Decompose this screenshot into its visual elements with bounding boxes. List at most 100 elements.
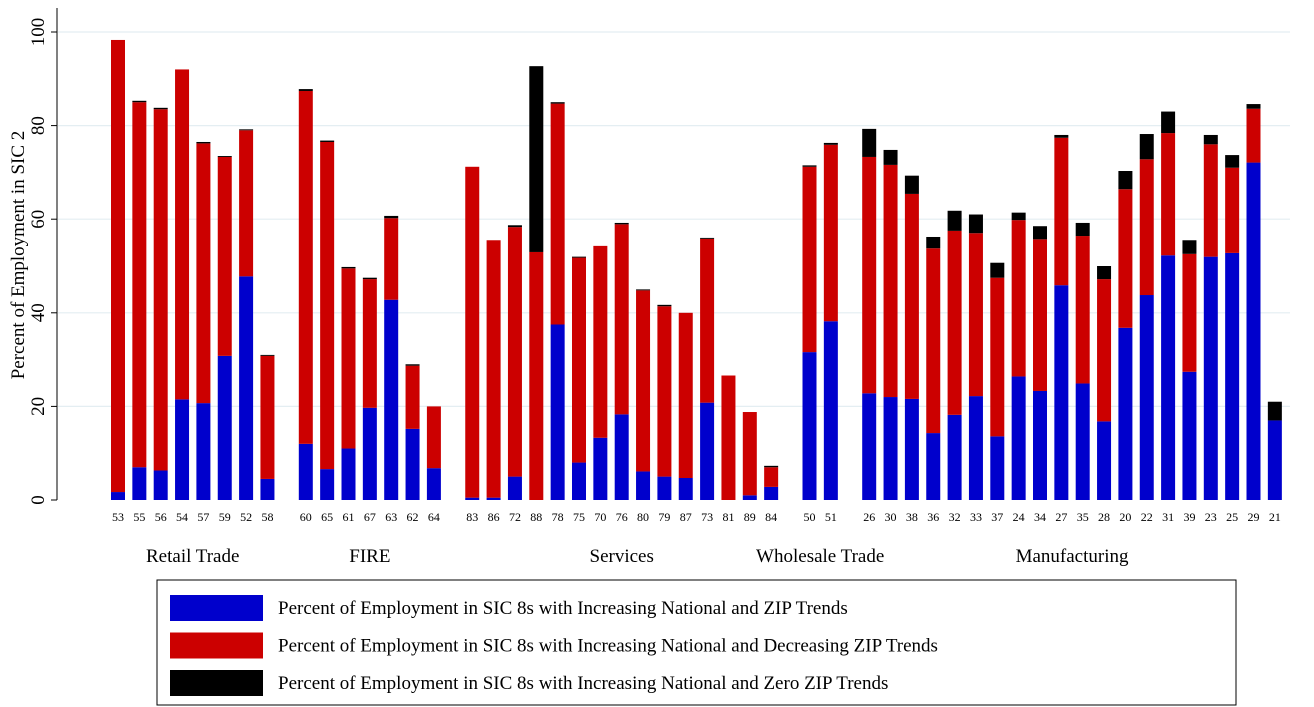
bar-segment: [823, 144, 838, 322]
bar-segment: [1033, 239, 1047, 391]
x-tick-label: 29: [1248, 510, 1260, 524]
bar-segment: [196, 143, 211, 404]
bar-segment: [1054, 137, 1069, 286]
x-tick-label: 28: [1098, 510, 1110, 524]
bar-segment: [405, 428, 420, 500]
bar-segment: [426, 468, 441, 500]
bar-segment: [1139, 134, 1154, 160]
bar-segment: [1246, 108, 1261, 163]
bar-segment: [1246, 162, 1261, 500]
bar-segment: [132, 102, 147, 468]
y-tick-label: 20: [28, 397, 49, 416]
x-tick-label: 55: [133, 510, 145, 524]
bar-segment: [320, 140, 335, 142]
x-tick-label: 22: [1141, 510, 1153, 524]
bar-segment: [1075, 383, 1090, 500]
bar-segment: [990, 262, 1005, 278]
x-tick-label: 63: [385, 510, 397, 524]
bar-segment: [529, 66, 544, 252]
bar-segment: [636, 290, 651, 472]
bar-segment: [593, 437, 608, 500]
bar-segment: [111, 492, 125, 500]
group-label: Retail Trade: [146, 546, 239, 567]
bar-segment: [384, 218, 399, 300]
legend-swatch: [170, 595, 263, 621]
bar-segment: [968, 214, 983, 234]
bar-segment: [486, 240, 501, 498]
bar-segment: [362, 277, 377, 280]
x-tick-label: 53: [112, 510, 124, 524]
bar-segment: [657, 476, 672, 500]
bar-segment: [678, 312, 693, 479]
x-tick-label: 38: [906, 510, 918, 524]
bar-segment: [862, 393, 877, 500]
bar-segment: [1097, 421, 1112, 500]
x-tick-label: 26: [863, 510, 875, 524]
bar-segment: [153, 107, 168, 110]
bar-segment: [465, 166, 480, 498]
bar-segment: [1075, 222, 1090, 237]
bar-segment: [700, 238, 715, 403]
x-tick-label: 61: [343, 510, 355, 524]
legend-box: [156, 579, 1237, 706]
bar-segment: [990, 436, 1005, 500]
y-tick-label: 40: [28, 303, 49, 322]
bar-segment: [217, 355, 232, 500]
x-tick-label: 35: [1077, 510, 1089, 524]
x-tick-label: 33: [970, 510, 982, 524]
bar-segment: [572, 256, 586, 258]
x-tick-label: 73: [701, 510, 713, 524]
legend-label: Percent of Employment in SIC 8s with Inc…: [278, 598, 848, 619]
bar-segment: [217, 156, 232, 157]
bar-segment: [926, 433, 941, 500]
y-tick-label: 0: [28, 495, 49, 505]
bar-segment: [486, 497, 501, 500]
bar-segment: [362, 279, 377, 408]
bar-segment: [742, 412, 757, 496]
x-tick-label: 64: [428, 510, 440, 524]
bar-segment: [883, 397, 898, 500]
x-tick-label: 79: [658, 510, 670, 524]
x-tick-label: 54: [176, 510, 188, 524]
bar-segment: [1011, 376, 1026, 500]
bar-segment: [657, 304, 672, 307]
x-tick-label: 27: [1055, 510, 1067, 524]
bar-segment: [175, 399, 190, 500]
bar-segment: [1182, 253, 1197, 372]
bar-segment: [550, 324, 565, 500]
x-tick-label: 39: [1183, 510, 1195, 524]
bar-segment: [132, 100, 147, 103]
bar-segment: [239, 130, 254, 277]
bar-segment: [1161, 133, 1176, 256]
bar-segment: [1203, 144, 1218, 257]
x-tick-label: 76: [616, 510, 628, 524]
bar-segment: [1246, 104, 1261, 109]
x-tick-label: 52: [240, 510, 252, 524]
bar-segment: [764, 467, 779, 487]
x-tick-label: 20: [1119, 510, 1131, 524]
x-tick-label: 56: [155, 510, 167, 524]
bar-segment: [883, 149, 898, 165]
bar-segment: [636, 289, 651, 291]
x-tick-label: 60: [300, 510, 312, 524]
bar-segment: [862, 128, 877, 157]
bar-segment: [1139, 159, 1154, 296]
bar-segment: [1182, 240, 1197, 254]
group-label: Services: [590, 546, 654, 567]
bar-segment: [132, 467, 147, 500]
bar-segment: [572, 257, 586, 463]
bar-segment: [1161, 111, 1176, 134]
bar-segment: [862, 156, 877, 394]
bar-segment: [636, 471, 651, 500]
bar-segment: [1011, 220, 1026, 377]
bar-segment: [904, 175, 919, 194]
bar-segment: [196, 403, 211, 500]
x-tick-label: 34: [1034, 510, 1046, 524]
bar-segment: [507, 476, 522, 500]
x-tick-label: 84: [765, 510, 777, 524]
bar-segment: [614, 224, 629, 415]
bar-segment: [550, 103, 565, 325]
x-tick-label: 57: [197, 510, 209, 524]
group-label: Manufacturing: [1016, 546, 1129, 567]
